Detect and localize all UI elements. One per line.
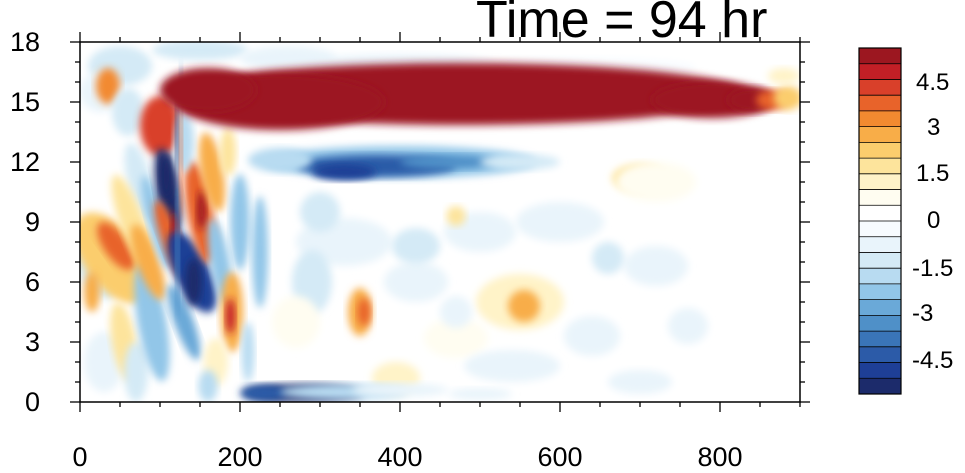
contour-blob-76 — [768, 68, 800, 84]
contour-blob-4 — [357, 298, 371, 326]
contour-blob-71 — [160, 68, 256, 112]
contour-blob-19 — [300, 192, 340, 232]
chart-title: Time = 94 hr — [476, 0, 768, 49]
colorbar-swatch-6 — [859, 283, 901, 300]
contour-blob-46 — [160, 152, 173, 200]
contour-blob-18 — [272, 296, 320, 348]
y-tick-label-6: 6 — [24, 267, 40, 297]
contour-blob-59 — [252, 196, 268, 308]
axis-ticks — [70, 32, 810, 412]
contour-blob-80 — [400, 155, 496, 169]
colorbar-swatch-0 — [859, 378, 901, 395]
colorbar-swatch-10 — [859, 221, 901, 238]
contour-blob-15 — [446, 206, 466, 226]
contour-blob-84 — [240, 385, 288, 401]
colorbar-swatch-18 — [859, 95, 901, 112]
colorbar-swatch-9 — [859, 236, 901, 253]
x-tick-label-200: 200 — [217, 442, 263, 472]
contour-blob-79 — [312, 164, 376, 180]
contour-blob-1 — [384, 262, 448, 302]
colorbar-label-neg1.5: -1.5 — [912, 255, 954, 282]
x-tick-label-400: 400 — [377, 442, 423, 472]
colorbar-swatch-20 — [859, 63, 901, 80]
contour-blob-34 — [96, 68, 120, 104]
colorbar — [858, 47, 902, 395]
contour-blob-41 — [134, 262, 170, 382]
colorbar-swatch-21 — [859, 48, 901, 65]
contour-blob-67 — [179, 102, 183, 222]
contour-blob-64 — [198, 370, 218, 402]
colorbar-swatch-3 — [859, 331, 901, 348]
colorbar-swatch-7 — [859, 268, 901, 285]
colorbar-swatch-12 — [859, 189, 901, 206]
colorbar-swatch-14 — [859, 158, 901, 175]
contour-blob-13 — [608, 370, 672, 394]
contour-blob-22 — [616, 162, 696, 202]
colorbar-swatch-15 — [859, 142, 901, 159]
contour-blob-8 — [564, 316, 620, 356]
contour-blob-86 — [352, 383, 448, 397]
contour-blob-82 — [248, 148, 312, 172]
contour-blob-25 — [152, 42, 248, 60]
colorbar-swatch-16 — [859, 126, 901, 143]
contour-blob-58 — [230, 174, 250, 270]
contour-blob-7 — [424, 318, 488, 358]
contour-blob-49 — [167, 284, 201, 360]
contour-blob-51 — [185, 258, 202, 306]
contour-blob-16 — [440, 296, 472, 328]
y-tick-label-3: 3 — [24, 327, 40, 357]
y-tick-label-12: 12 — [9, 147, 40, 177]
contour-blob-40 — [124, 342, 148, 402]
colorbar-swatch-8 — [859, 252, 901, 269]
contour-field — [80, 42, 800, 402]
contour-blob-75 — [773, 86, 800, 110]
contour-blob-14 — [668, 308, 708, 344]
colorbar-label-neg3: -3 — [912, 300, 934, 327]
colorbar-label-1.5: 1.5 — [916, 160, 950, 187]
contour-blob-11 — [592, 242, 624, 274]
colorbar-swatch-11 — [859, 205, 901, 222]
contour-blob-9 — [624, 246, 688, 286]
colorbar-swatch-5 — [859, 299, 901, 316]
y-tick-label-15: 15 — [9, 87, 40, 117]
contour-blob-54 — [198, 132, 226, 212]
colorbar-label-4.5: 4.5 — [916, 69, 950, 96]
contour-blob-35 — [112, 88, 144, 136]
x-tick-label-600: 600 — [537, 442, 583, 472]
contour-blob-87 — [448, 388, 512, 400]
colorbar-swatch-2 — [859, 346, 901, 363]
colorbar-swatch-19 — [859, 79, 901, 96]
contour-blob-23 — [464, 350, 560, 382]
colorbar-swatch-13 — [859, 173, 901, 190]
contour-blob-6 — [508, 290, 540, 322]
colorbar-swatch-1 — [859, 362, 901, 379]
contour-blob-32 — [84, 272, 100, 312]
contour-blob-44 — [140, 96, 180, 156]
colorbar-swatch-17 — [859, 110, 901, 127]
contour-blob-81 — [480, 154, 560, 170]
x-tick-label-800: 800 — [697, 442, 743, 472]
contour-blob-60 — [220, 128, 236, 176]
contour-blob-61 — [174, 112, 194, 172]
y-tick-label-18: 18 — [9, 27, 40, 57]
colorbar-frame — [858, 47, 902, 395]
contour-blob-20 — [392, 228, 440, 264]
contour-blob-53 — [196, 190, 207, 230]
colorbar-label-neg4.5: -4.5 — [912, 347, 954, 374]
contour-blob-66 — [175, 182, 180, 322]
contour-blob-57 — [225, 298, 236, 334]
contour-blob-62 — [241, 322, 255, 382]
colorbar-label-3: 3 — [927, 114, 941, 141]
y-tick-label-0: 0 — [24, 387, 40, 417]
contour-blob-31 — [97, 222, 135, 270]
contour-blob-10 — [516, 202, 604, 242]
colorbar-label-0: 0 — [927, 207, 941, 234]
contour-blob-65 — [175, 86, 179, 198]
colorbar-swatch-4 — [859, 315, 901, 332]
y-tick-label-9: 9 — [24, 207, 40, 237]
contour-blob-42 — [130, 224, 166, 300]
x-tick-label-0: 0 — [72, 442, 88, 472]
